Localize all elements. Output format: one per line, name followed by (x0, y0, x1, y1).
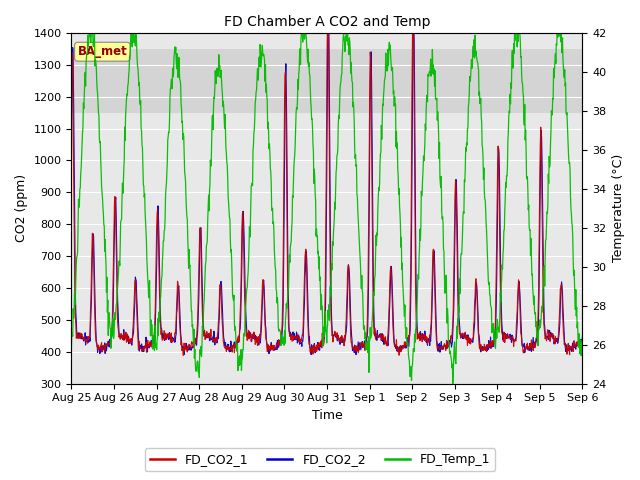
Legend: FD_CO2_1, FD_CO2_2, FD_Temp_1: FD_CO2_1, FD_CO2_2, FD_Temp_1 (145, 448, 495, 471)
Y-axis label: Temperature (°C): Temperature (°C) (612, 154, 625, 263)
X-axis label: Time: Time (312, 409, 342, 422)
Title: FD Chamber A CO2 and Temp: FD Chamber A CO2 and Temp (224, 15, 430, 29)
Y-axis label: CO2 (ppm): CO2 (ppm) (15, 174, 28, 242)
Bar (72, 49, 582, 113)
Text: BA_met: BA_met (77, 45, 127, 58)
